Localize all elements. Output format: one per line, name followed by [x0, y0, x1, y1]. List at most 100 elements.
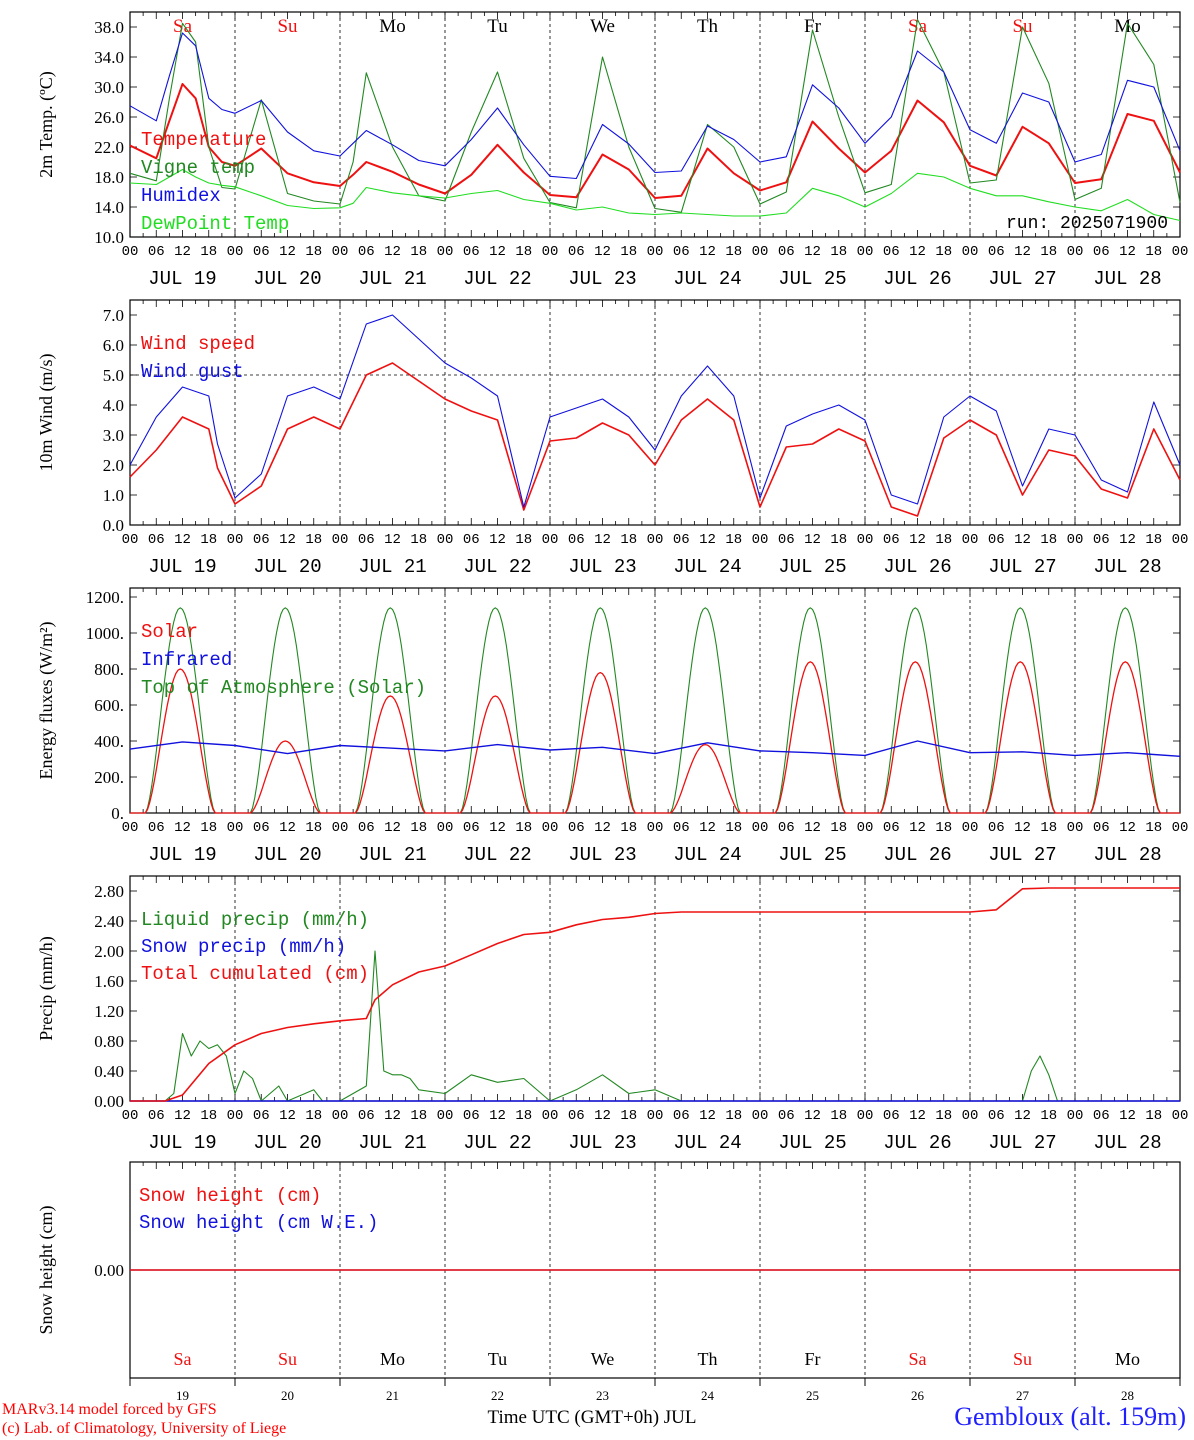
- hour-tick-label: 06: [148, 1108, 165, 1124]
- y-tick-label: 400.: [94, 732, 124, 751]
- x-axis-label: Time UTC (GMT+0h) JUL: [488, 1407, 697, 1428]
- day-number: 21: [386, 1388, 399, 1403]
- day-number: 23: [596, 1388, 609, 1403]
- date-label: JUL 24: [673, 1132, 741, 1154]
- hour-tick-label: 18: [200, 532, 217, 548]
- y-tick-label: 38.0: [94, 18, 124, 37]
- y-tick-label: 2.80: [94, 882, 124, 901]
- hour-tick-label: 12: [804, 532, 821, 548]
- hour-tick-label: 18: [515, 532, 532, 548]
- y-tick-label: 0.00: [94, 1261, 124, 1280]
- hour-tick-label: 06: [988, 244, 1005, 260]
- hour-tick-label: 00: [332, 820, 349, 836]
- hour-tick-label: 12: [1014, 820, 1031, 836]
- hour-tick-label: 06: [1093, 1108, 1110, 1124]
- y-tick-label: 800.: [94, 660, 124, 679]
- day-label-top: Su: [277, 16, 298, 37]
- date-label: JUL 26: [883, 556, 951, 578]
- y-tick-label: 2.0: [103, 456, 124, 475]
- y-axis-label: Precip (mm/h): [36, 936, 57, 1040]
- hour-tick-label: 12: [594, 1108, 611, 1124]
- hour-tick-label: 12: [909, 532, 926, 548]
- legend-entry: Wind gust: [141, 361, 244, 383]
- series-line-infrared: [129, 740, 1181, 757]
- hour-tick-label: 06: [568, 820, 585, 836]
- lab-credit: (c) Lab. of Climatology, University of L…: [2, 1420, 287, 1437]
- hour-tick-label: 18: [200, 244, 217, 260]
- hour-tick-label: 18: [725, 820, 742, 836]
- legend-entry: Vigne temp: [141, 157, 255, 179]
- y-tick-label: 1.60: [94, 972, 124, 991]
- y-tick-label: 18.0: [94, 168, 124, 187]
- y-tick-label: 2.40: [94, 912, 124, 931]
- date-label: JUL 23: [568, 268, 636, 290]
- legend-entry: Snow height (cm W.E.): [139, 1212, 378, 1234]
- hour-tick-label: 00: [122, 1108, 139, 1124]
- date-label: JUL 28: [1093, 556, 1161, 578]
- hour-tick-label: 06: [778, 1108, 795, 1124]
- date-label: JUL 24: [673, 844, 741, 866]
- hour-tick-label: 00: [437, 820, 454, 836]
- date-label: JUL 27: [988, 844, 1056, 866]
- hour-tick-label: 06: [358, 1108, 375, 1124]
- legend-entry: DewPoint Temp: [141, 213, 289, 235]
- hour-tick-label: 00: [962, 820, 979, 836]
- hour-tick-label: 00: [647, 244, 664, 260]
- hour-tick-label: 18: [725, 244, 742, 260]
- hour-tick-label: 18: [935, 244, 952, 260]
- hour-tick-label: 06: [778, 532, 795, 548]
- hour-tick-label: 18: [935, 532, 952, 548]
- y-axis-label: Energy fluxes (W/m²): [36, 621, 57, 779]
- hour-tick-label: 18: [1040, 1108, 1057, 1124]
- hour-tick-label: 18: [935, 1108, 952, 1124]
- date-label: JUL 20: [253, 1132, 321, 1154]
- hour-tick-label: 00: [647, 1108, 664, 1124]
- hour-tick-label: 00: [962, 532, 979, 548]
- y-tick-label: 30.0: [94, 78, 124, 97]
- y-tick-label: 0.80: [94, 1032, 124, 1051]
- hour-tick-label: 00: [647, 820, 664, 836]
- hour-tick-label: 18: [305, 244, 322, 260]
- date-label: JUL 26: [883, 268, 951, 290]
- y-tick-label: 200.: [94, 768, 124, 787]
- legend-entry: Wind speed: [141, 333, 255, 355]
- date-label: JUL 28: [1093, 1132, 1161, 1154]
- day-label-top: Fr: [804, 16, 822, 37]
- y-tick-label: 4.0: [103, 396, 124, 415]
- hour-tick-label: 00: [542, 1108, 559, 1124]
- date-label: JUL 27: [988, 268, 1056, 290]
- day-label-top: Tu: [487, 16, 508, 37]
- hour-tick-label: 06: [1093, 532, 1110, 548]
- series-line-total-cumulated: [130, 887, 1180, 1102]
- hour-tick-label: 12: [1014, 1108, 1031, 1124]
- hour-tick-label: 06: [148, 244, 165, 260]
- day-number: 24: [701, 1388, 715, 1403]
- day-label-top: Sa: [908, 16, 928, 37]
- hour-tick-label: 06: [1093, 820, 1110, 836]
- hour-tick-label: 12: [1119, 244, 1136, 260]
- hour-tick-label: 18: [1040, 532, 1057, 548]
- hour-tick-label: 00: [542, 244, 559, 260]
- hour-tick-label: 00: [1172, 532, 1189, 548]
- hour-tick-label: 06: [883, 1108, 900, 1124]
- hour-tick-label: 06: [988, 1108, 1005, 1124]
- hour-tick-label: 12: [279, 532, 296, 548]
- hour-tick-label: 06: [568, 532, 585, 548]
- hour-tick-label: 12: [1014, 244, 1031, 260]
- hour-tick-label: 06: [568, 244, 585, 260]
- hour-tick-label: 12: [909, 244, 926, 260]
- hour-tick-label: 00: [962, 244, 979, 260]
- date-label: JUL 22: [463, 844, 531, 866]
- hour-tick-label: 00: [227, 244, 244, 260]
- hour-tick-label: 12: [489, 1108, 506, 1124]
- hour-tick-label: 00: [332, 1108, 349, 1124]
- y-tick-label: 1000.: [86, 624, 124, 643]
- hour-tick-label: 00: [437, 1108, 454, 1124]
- day-label-bottom: Sa: [174, 1349, 192, 1369]
- hour-tick-label: 12: [279, 820, 296, 836]
- y-axis-label: Snow height (cm): [36, 1206, 57, 1335]
- hour-tick-label: 18: [515, 1108, 532, 1124]
- hour-tick-label: 18: [620, 820, 637, 836]
- hour-tick-label: 12: [1119, 1108, 1136, 1124]
